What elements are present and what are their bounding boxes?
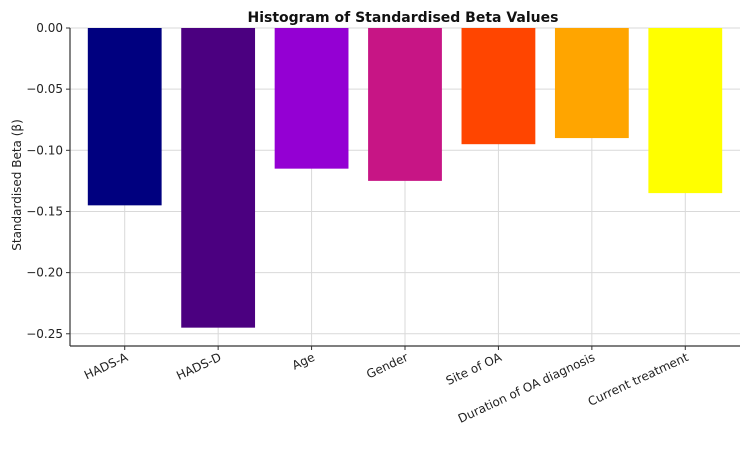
y-tick-label: 0.00 bbox=[36, 21, 63, 35]
y-tick-label: −0.05 bbox=[26, 82, 63, 96]
bar-hads-d bbox=[181, 28, 256, 328]
x-tick-label: Age bbox=[290, 350, 317, 373]
bar-current-treatment bbox=[648, 28, 723, 194]
x-tick-label: Gender bbox=[364, 350, 410, 381]
x-tick-label: Current treatment bbox=[586, 350, 691, 409]
bars bbox=[87, 28, 723, 328]
y-tick-label: −0.15 bbox=[26, 204, 63, 218]
x-tick-label: Site of OA bbox=[444, 350, 505, 388]
chart-title: Histogram of Standardised Beta Values bbox=[248, 10, 559, 26]
bar-duration-of-oa-diagnosis bbox=[554, 28, 629, 139]
axes bbox=[66, 27, 740, 350]
bar-site-of-oa bbox=[461, 28, 536, 145]
bar-hads-a bbox=[87, 28, 162, 206]
y-tick-label: −0.25 bbox=[26, 327, 63, 341]
y-axis-title: Standardised Beta (β) bbox=[10, 119, 24, 251]
x-tick-label: HADS-A bbox=[82, 350, 131, 383]
bar-age bbox=[274, 28, 349, 169]
y-tick-label: −0.10 bbox=[26, 143, 63, 157]
y-tick-label: −0.20 bbox=[26, 266, 63, 280]
bar-gender bbox=[368, 28, 442, 181]
x-tick-label: HADS-D bbox=[174, 350, 223, 383]
